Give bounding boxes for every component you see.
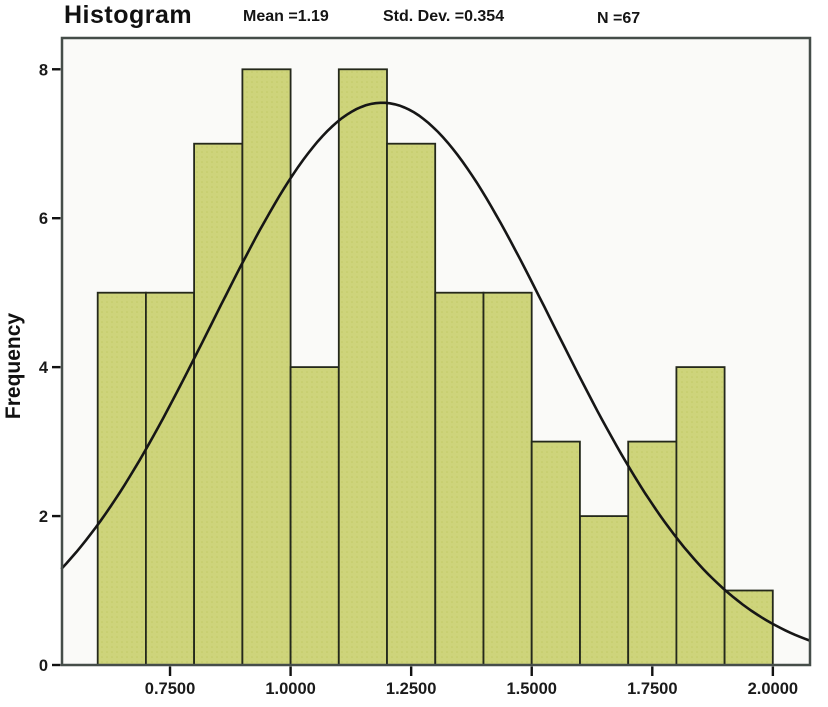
x-tick-label: 1.2500	[386, 680, 436, 698]
histogram-bar-outline	[482, 291, 533, 666]
chart-title: Histogram	[64, 1, 193, 29]
x-tick-label: 1.5000	[506, 680, 556, 698]
stat-n: N =67	[597, 10, 641, 27]
histogram-bar-outline	[579, 515, 630, 666]
x-tick-label: 2.0000	[748, 680, 798, 698]
normal-curve	[60, 101, 811, 642]
histogram-bar-outline	[337, 68, 388, 666]
histogram-bar-outline	[386, 142, 437, 666]
histogram-bar-outline	[723, 589, 774, 666]
plot-frame	[60, 36, 812, 667]
y-tick-label: 6	[39, 210, 48, 228]
histogram-bar-outline	[627, 440, 678, 666]
y-tick-label: 8	[39, 61, 48, 79]
y-tick-label: 4	[39, 359, 49, 377]
histogram-bar-outline	[241, 68, 292, 666]
histogram-bar-outline	[434, 291, 485, 666]
histogram-bar-outline	[675, 366, 726, 666]
y-tick-label: 2	[39, 508, 48, 526]
x-tick-label: 1.7500	[627, 680, 677, 698]
x-tick-label: 0.7500	[145, 680, 195, 698]
histogram-bar-outline	[144, 291, 195, 666]
stat-mean: Mean =1.19	[243, 8, 329, 25]
histogram-bar-outline	[193, 142, 244, 666]
histogram-bar-outline	[96, 291, 147, 666]
stat-std-dev: Std. Dev. =0.354	[383, 8, 505, 25]
histogram-bar-outline	[530, 440, 581, 666]
histogram-bar-outline	[289, 366, 340, 666]
x-tick-label: 1.0000	[265, 680, 315, 698]
y-axis-title: Frequency	[2, 313, 25, 420]
y-tick-label: 0	[39, 657, 48, 675]
